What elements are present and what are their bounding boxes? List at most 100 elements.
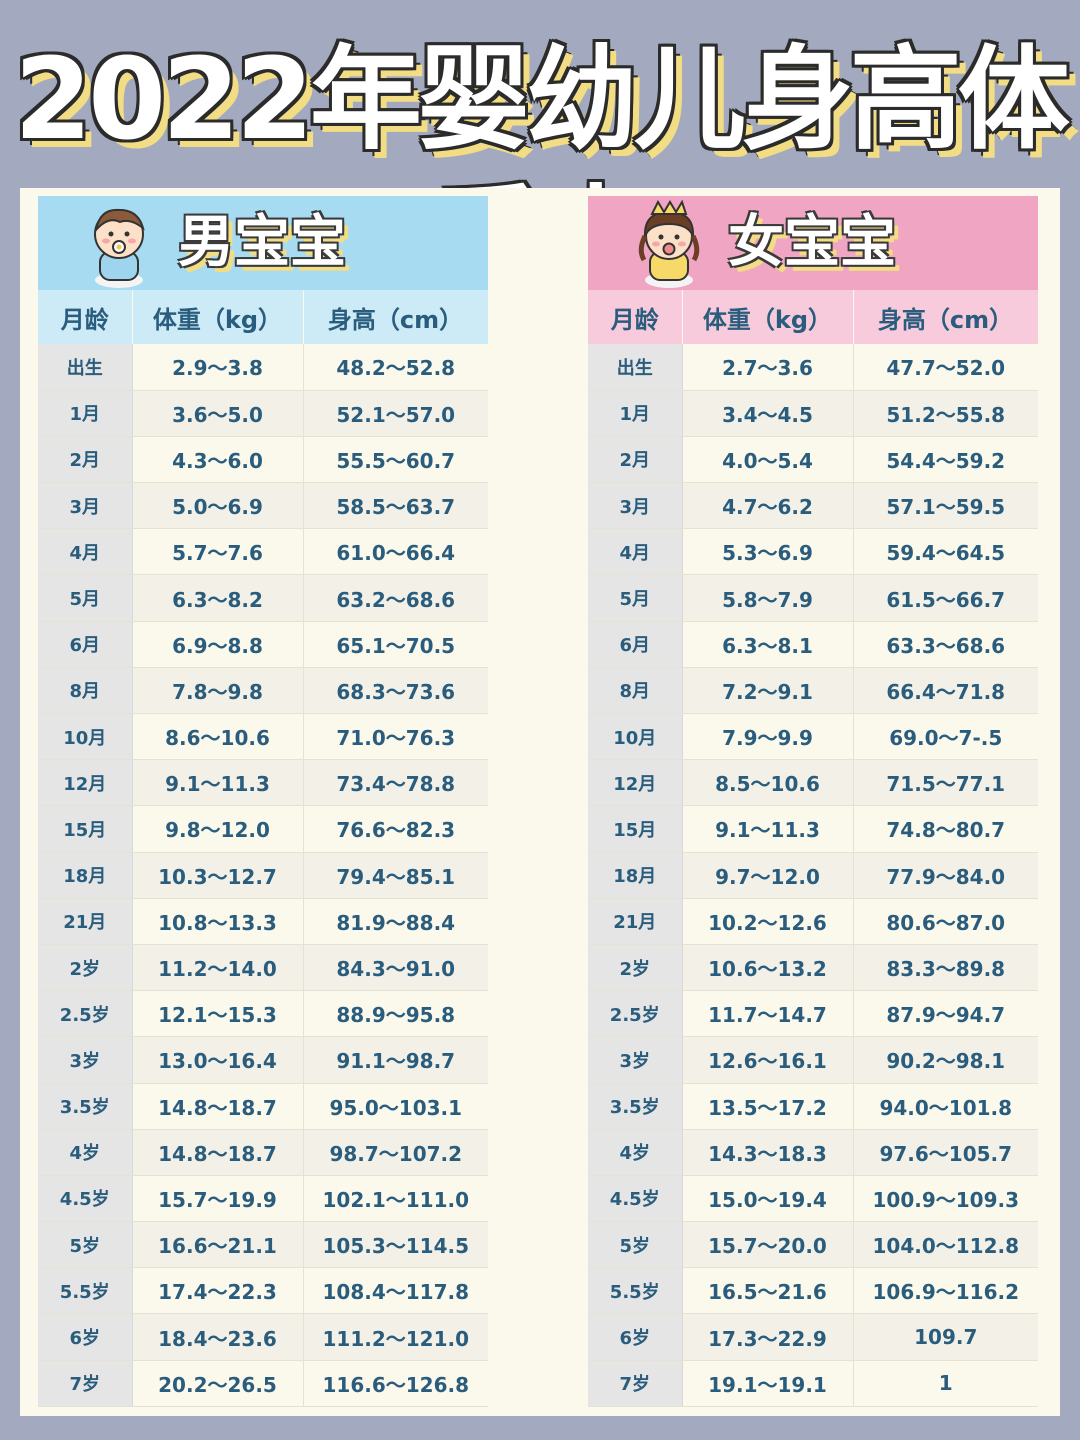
age-cell: 3.5岁 [38,1083,133,1130]
table-row: 6岁 17.3～22.9 109.7 [588,1313,1038,1361]
height-cell: 76.6～82.3 [303,805,488,853]
age-cell: 3月 [588,482,683,530]
age-cell: 3岁 [38,1036,133,1084]
age-cell: 4岁 [38,1129,133,1176]
weight-cell: 6.9～8.8 [132,621,304,668]
boy-table: 月龄 体重（kg） 身高（cm） 出生 2.9～3.8 48.2～52.8 1月 3.6… [38,290,489,1407]
height-cell: 97.6～105.7 [853,1129,1038,1176]
table-row: 2.5岁 12.1～15.3 88.9～95.8 [38,990,488,1038]
age-cell: 2岁 [588,944,683,992]
age-cell: 10月 [588,713,683,761]
age-cell: 10月 [38,713,133,761]
column-header-weight: 体重（kg） [682,290,854,344]
height-cell: 61.5～66.7 [853,574,1038,622]
table-row: 6月 6.9～8.8 65.1～70.5 [38,621,488,668]
weight-cell: 15.0～19.4 [682,1175,854,1223]
boy-title: 男宝宝 [178,210,346,275]
page-title: 2022年婴幼儿身高体重表 [14,35,1070,305]
table-row: 4岁 14.3～18.3 97.6～105.7 [588,1129,1038,1176]
age-cell: 6月 [38,621,133,668]
age-cell: 15月 [588,805,683,853]
height-cell: 88.9～95.8 [303,990,488,1038]
table-row: 4.5岁 15.0～19.4 100.9～109.3 [588,1175,1038,1223]
height-cell: 63.2～68.6 [303,574,488,622]
age-cell: 3.5岁 [588,1083,683,1130]
height-cell: 81.9～88.4 [303,898,488,945]
weight-cell: 8.6～10.6 [132,713,304,761]
weight-cell: 5.7～7.6 [132,528,304,576]
weight-cell: 15.7～19.9 [132,1175,304,1223]
table-row: 8月 7.2～9.1 66.4～71.8 [588,667,1038,715]
age-cell: 7岁 [588,1360,683,1407]
weight-cell: 14.3～18.3 [682,1129,854,1176]
weight-cell: 11.7～14.7 [682,990,854,1038]
age-cell: 6岁 [588,1313,683,1361]
weight-cell: 6.3～8.1 [682,621,854,668]
weight-cell: 17.3～22.9 [682,1313,854,1361]
age-cell: 8月 [38,667,133,715]
height-cell: 73.4～78.8 [303,759,488,807]
table-row: 出生 2.7～3.6 47.7～52.0 [588,344,1038,391]
age-cell: 1月 [38,390,133,437]
table-row: 4.5岁 15.7～19.9 102.1～111.0 [38,1175,488,1223]
age-cell: 2月 [38,436,133,484]
table-row: 5岁 16.6～21.1 105.3～114.5 [38,1221,488,1269]
table-row: 15月 9.8～12.0 76.6～82.3 [38,805,488,853]
column-header-age: 月龄 [38,290,133,344]
table-row: 4月 5.7～7.6 61.0～66.4 [38,528,488,576]
height-cell: 80.6～87.0 [853,898,1038,945]
weight-cell: 6.3～8.2 [132,574,304,622]
weight-cell: 12.1～15.3 [132,990,304,1038]
height-cell: 104.0～112.8 [853,1221,1038,1269]
height-cell: 54.4～59.2 [853,436,1038,484]
height-cell: 51.2～55.8 [853,390,1038,437]
weight-cell: 9.1～11.3 [132,759,304,807]
table-row: 出生 2.9～3.8 48.2～52.8 [38,344,488,391]
weight-cell: 9.7～12.0 [682,852,854,899]
weight-cell: 11.2～14.0 [132,944,304,992]
height-cell: 58.5～63.7 [303,482,488,530]
boy-header: 男宝宝 [38,196,488,290]
weight-cell: 7.8～9.8 [132,667,304,715]
age-cell: 5岁 [38,1221,133,1269]
height-cell: 77.9～84.0 [853,852,1038,899]
table-row: 7岁 19.1～19.1 1 [588,1360,1038,1407]
height-cell: 65.1～70.5 [303,621,488,668]
table-row: 12月 9.1～11.3 73.4～78.8 [38,759,488,807]
weight-cell: 4.7～6.2 [682,482,854,530]
weight-cell: 3.4～4.5 [682,390,854,437]
table-row: 2岁 11.2～14.0 84.3～91.0 [38,944,488,992]
weight-cell: 20.2～26.5 [132,1360,304,1407]
weight-cell: 13.5～17.2 [682,1083,854,1130]
age-cell: 6岁 [38,1313,133,1361]
height-cell: 84.3～91.0 [303,944,488,992]
age-cell: 8月 [588,667,683,715]
age-cell: 6月 [588,621,683,668]
table-row: 5.5岁 17.4～22.3 108.4～117.8 [38,1267,488,1315]
height-cell: 52.1～57.0 [303,390,488,437]
table-row: 5月 5.8～7.9 61.5～66.7 [588,574,1038,622]
table-row: 21月 10.8～13.3 81.9～88.4 [38,898,488,945]
table-row: 1月 3.4～4.5 51.2～55.8 [588,390,1038,437]
weight-cell: 12.6～16.1 [682,1036,854,1084]
weight-cell: 19.1～19.1 [682,1360,854,1407]
table-row: 2月 4.3～6.0 55.5～60.7 [38,436,488,484]
age-cell: 5岁 [588,1221,683,1269]
age-cell: 4月 [38,528,133,576]
height-cell: 105.3～114.5 [303,1221,488,1269]
table-row: 3月 4.7～6.2 57.1～59.5 [588,482,1038,530]
height-cell: 90.2～98.1 [853,1036,1038,1084]
table-row: 15月 9.1～11.3 74.8～80.7 [588,805,1038,853]
baby-boy-avatar [94,208,145,288]
weight-cell: 10.8～13.3 [132,898,304,945]
weight-cell: 5.0～6.9 [132,482,304,530]
weight-cell: 16.6～21.1 [132,1221,304,1269]
table-row: 2岁 10.6～13.2 83.3～89.8 [588,944,1038,992]
weight-cell: 4.0～5.4 [682,436,854,484]
girl-table-header-row: 月龄 体重（kg） 身高（cm） [588,290,1039,344]
table-row: 18月 9.7～12.0 77.9～84.0 [588,852,1038,899]
weight-cell: 10.3～12.7 [132,852,304,899]
table-row: 7岁 20.2～26.5 116.6～126.8 [38,1360,488,1407]
age-cell: 5月 [588,574,683,622]
age-cell: 5.5岁 [38,1267,133,1315]
